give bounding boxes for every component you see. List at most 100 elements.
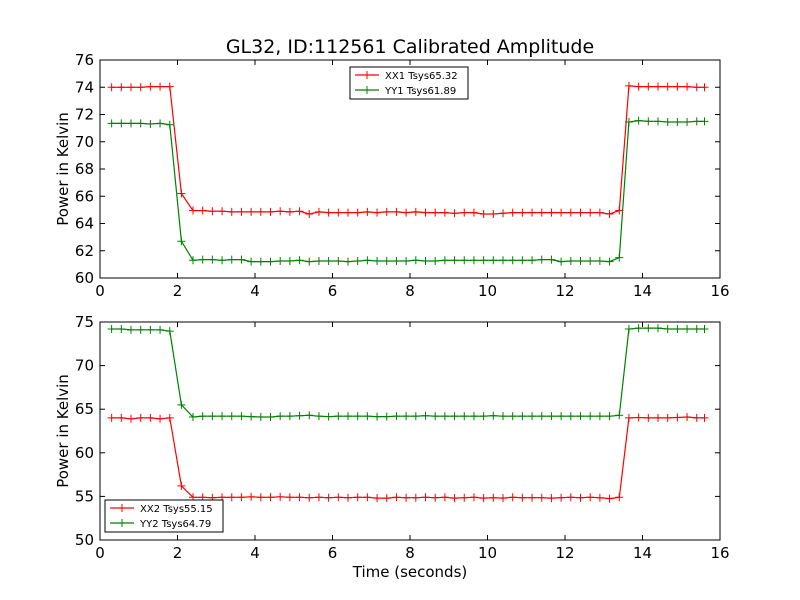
data-point xyxy=(344,208,352,217)
data-point xyxy=(237,493,246,502)
data-point xyxy=(489,411,498,420)
data-point xyxy=(189,206,197,215)
data-point xyxy=(256,207,265,216)
data-point xyxy=(431,256,440,265)
data-point xyxy=(177,481,186,490)
data-point xyxy=(156,325,165,334)
data-point xyxy=(117,83,126,92)
data-point xyxy=(237,412,246,421)
data-point xyxy=(208,207,217,216)
data-point xyxy=(208,255,217,264)
data-point xyxy=(353,256,362,265)
data-point xyxy=(537,255,546,264)
data-point xyxy=(683,82,692,91)
data-point xyxy=(382,256,391,265)
data-point xyxy=(566,493,575,502)
data-point xyxy=(344,257,352,266)
data-point xyxy=(305,257,314,266)
data-point xyxy=(663,324,672,333)
data-point xyxy=(363,493,372,502)
data-point xyxy=(276,412,285,421)
data-point xyxy=(469,256,478,265)
axes-frame xyxy=(99,321,721,541)
data-point xyxy=(508,256,517,265)
x-tick-label: 8 xyxy=(405,282,415,300)
data-point xyxy=(683,117,692,126)
data-point xyxy=(528,256,537,265)
data-point xyxy=(411,207,420,216)
data-point xyxy=(247,492,256,501)
data-point xyxy=(324,493,333,502)
data-point xyxy=(276,207,285,216)
legend-label: XX2 Tsys55.15 xyxy=(140,504,213,515)
data-point xyxy=(363,207,372,216)
data-point xyxy=(334,256,343,265)
y-tick-label: 62 xyxy=(75,242,94,260)
data-point xyxy=(700,83,709,92)
data-point xyxy=(353,493,362,502)
data-point xyxy=(508,412,517,421)
data-point xyxy=(411,256,420,265)
data-point xyxy=(479,412,488,421)
data-point xyxy=(634,324,643,333)
data-point xyxy=(557,412,566,421)
legend-marker xyxy=(118,504,126,512)
data-point xyxy=(146,325,155,334)
data-point xyxy=(431,493,440,502)
data-point xyxy=(227,493,236,502)
data-point xyxy=(499,412,507,421)
data-point xyxy=(392,207,401,216)
data-point xyxy=(382,412,391,421)
data-point xyxy=(634,82,643,91)
data-point xyxy=(256,413,265,422)
data-point xyxy=(136,325,145,334)
data-point xyxy=(146,82,155,91)
data-point xyxy=(595,256,604,265)
data-point xyxy=(127,325,135,334)
data-point xyxy=(117,119,126,128)
data-point xyxy=(460,412,469,421)
data-point xyxy=(499,209,507,218)
data-point xyxy=(285,493,294,502)
data-point xyxy=(363,412,372,421)
legend-marker xyxy=(363,71,371,79)
data-point xyxy=(266,257,275,266)
data-point xyxy=(469,208,478,217)
data-point xyxy=(615,411,624,420)
x-tick-label: 2 xyxy=(173,544,183,562)
data-point xyxy=(198,412,207,421)
data-point xyxy=(547,412,556,421)
x-tick-label: 16 xyxy=(710,544,729,562)
data-point xyxy=(165,327,174,336)
x-tick-label: 4 xyxy=(250,544,260,562)
data-point xyxy=(117,324,126,333)
data-point xyxy=(692,413,701,422)
data-point xyxy=(489,493,498,502)
data-point xyxy=(227,255,236,264)
y-tick-label: 72 xyxy=(75,106,94,124)
data-point xyxy=(411,412,420,421)
data-point xyxy=(127,119,135,128)
data-point xyxy=(557,208,566,217)
chart-title: GL32, ID:112561 Calibrated Amplitude xyxy=(226,36,594,58)
data-point xyxy=(353,412,362,421)
x-tick-label: 14 xyxy=(633,282,652,300)
data-point xyxy=(237,207,246,216)
bottom-panel: 0 2 4 6 8 10 12 14 16 50 55 60 65 70 75 Power in Kelvin… xyxy=(54,313,730,581)
data-point xyxy=(392,493,401,502)
legend-label: YY1 Tsys61.89 xyxy=(384,86,456,97)
data-point xyxy=(344,493,352,502)
data-point xyxy=(305,209,314,218)
legend-label: YY2 Tsys64.79 xyxy=(139,519,211,530)
data-point xyxy=(566,208,575,217)
data-point xyxy=(247,412,256,421)
data-point xyxy=(189,256,197,265)
data-point xyxy=(479,494,488,503)
data-point xyxy=(334,208,343,217)
legend-marker xyxy=(118,519,126,527)
data-point xyxy=(402,208,411,217)
data-point xyxy=(654,413,662,422)
data-point xyxy=(440,412,449,421)
